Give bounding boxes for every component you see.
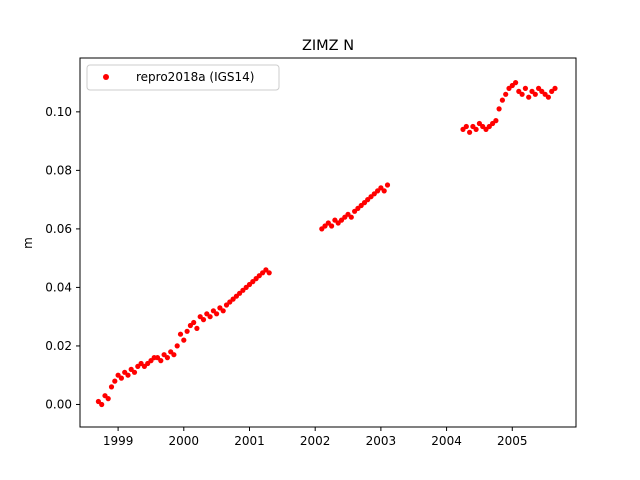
y-axis-ticks: 0.00 0.02 0.04 0.06 0.08 0.10 [45, 105, 80, 411]
y-tick-label: 0.02 [45, 339, 72, 353]
data-point [187, 322, 193, 329]
data-point [112, 378, 118, 384]
data-point [250, 279, 256, 285]
data-point [174, 343, 180, 349]
data-point [545, 94, 552, 100]
x-tick-label: 2004 [431, 434, 462, 448]
data-point [463, 123, 469, 130]
data-point [473, 126, 479, 132]
legend-box [86, 64, 280, 91]
y-tick-label: 0.10 [45, 105, 72, 119]
data-point [325, 220, 331, 226]
data-point [552, 85, 558, 91]
data-point [519, 91, 525, 97]
data-point [177, 331, 184, 337]
data-point [214, 311, 220, 317]
data-point [522, 85, 529, 91]
data-points [95, 80, 558, 408]
data-point [467, 129, 473, 135]
data-point [184, 328, 190, 334]
data-point [384, 182, 391, 188]
x-tick-label: 2005 [497, 434, 528, 448]
data-point [220, 308, 226, 314]
data-point [158, 358, 164, 364]
y-tick-label: 0.08 [45, 163, 72, 177]
x-tick-label: 2001 [234, 434, 265, 448]
y-tick-label: 0.06 [45, 222, 72, 236]
data-point [131, 369, 138, 375]
y-tick-label: 0.04 [45, 280, 72, 294]
data-point [322, 223, 328, 229]
data-point [496, 106, 502, 112]
data-point [99, 401, 105, 408]
data-point [154, 355, 161, 361]
data-point [95, 398, 101, 405]
data-point [348, 214, 354, 220]
data-point [532, 91, 538, 97]
x-axis-ticks: 1999 2000 2001 2002 2003 2004 2005 [103, 427, 528, 448]
x-tick-label: 2002 [300, 434, 331, 448]
data-point [164, 355, 170, 361]
data-point [499, 97, 505, 103]
data-point [549, 88, 555, 94]
chart-title: ZIMZ N [302, 38, 354, 54]
x-tick-label: 1999 [103, 434, 134, 448]
data-point [105, 396, 111, 402]
legend-label: repro2018a (IGS14) [136, 70, 254, 84]
data-point [125, 372, 131, 378]
data-point [513, 80, 519, 86]
data-point [237, 290, 243, 296]
data-point [108, 384, 115, 390]
data-point [378, 185, 384, 191]
data-point [171, 352, 177, 358]
data-point [486, 123, 492, 130]
data-point [526, 94, 532, 100]
data-point [503, 91, 509, 97]
data-point [118, 375, 124, 381]
data-point [266, 270, 272, 276]
data-point [375, 188, 381, 194]
y-axis-label: m [21, 237, 35, 249]
x-tick-label: 2000 [169, 434, 200, 448]
plot-frame [79, 57, 577, 428]
legend: repro2018a (IGS14) [86, 64, 280, 91]
data-point [194, 325, 200, 331]
data-point [191, 319, 197, 326]
data-point [207, 314, 213, 320]
data-point [223, 302, 230, 308]
data-point [329, 223, 335, 229]
data-point [181, 337, 187, 343]
y-tick-label: 0.00 [45, 397, 72, 411]
legend-marker [103, 74, 109, 80]
x-tick-label: 2003 [366, 434, 397, 448]
data-point [493, 118, 499, 124]
data-point [476, 120, 482, 127]
data-point [200, 317, 207, 323]
data-point [381, 188, 387, 194]
